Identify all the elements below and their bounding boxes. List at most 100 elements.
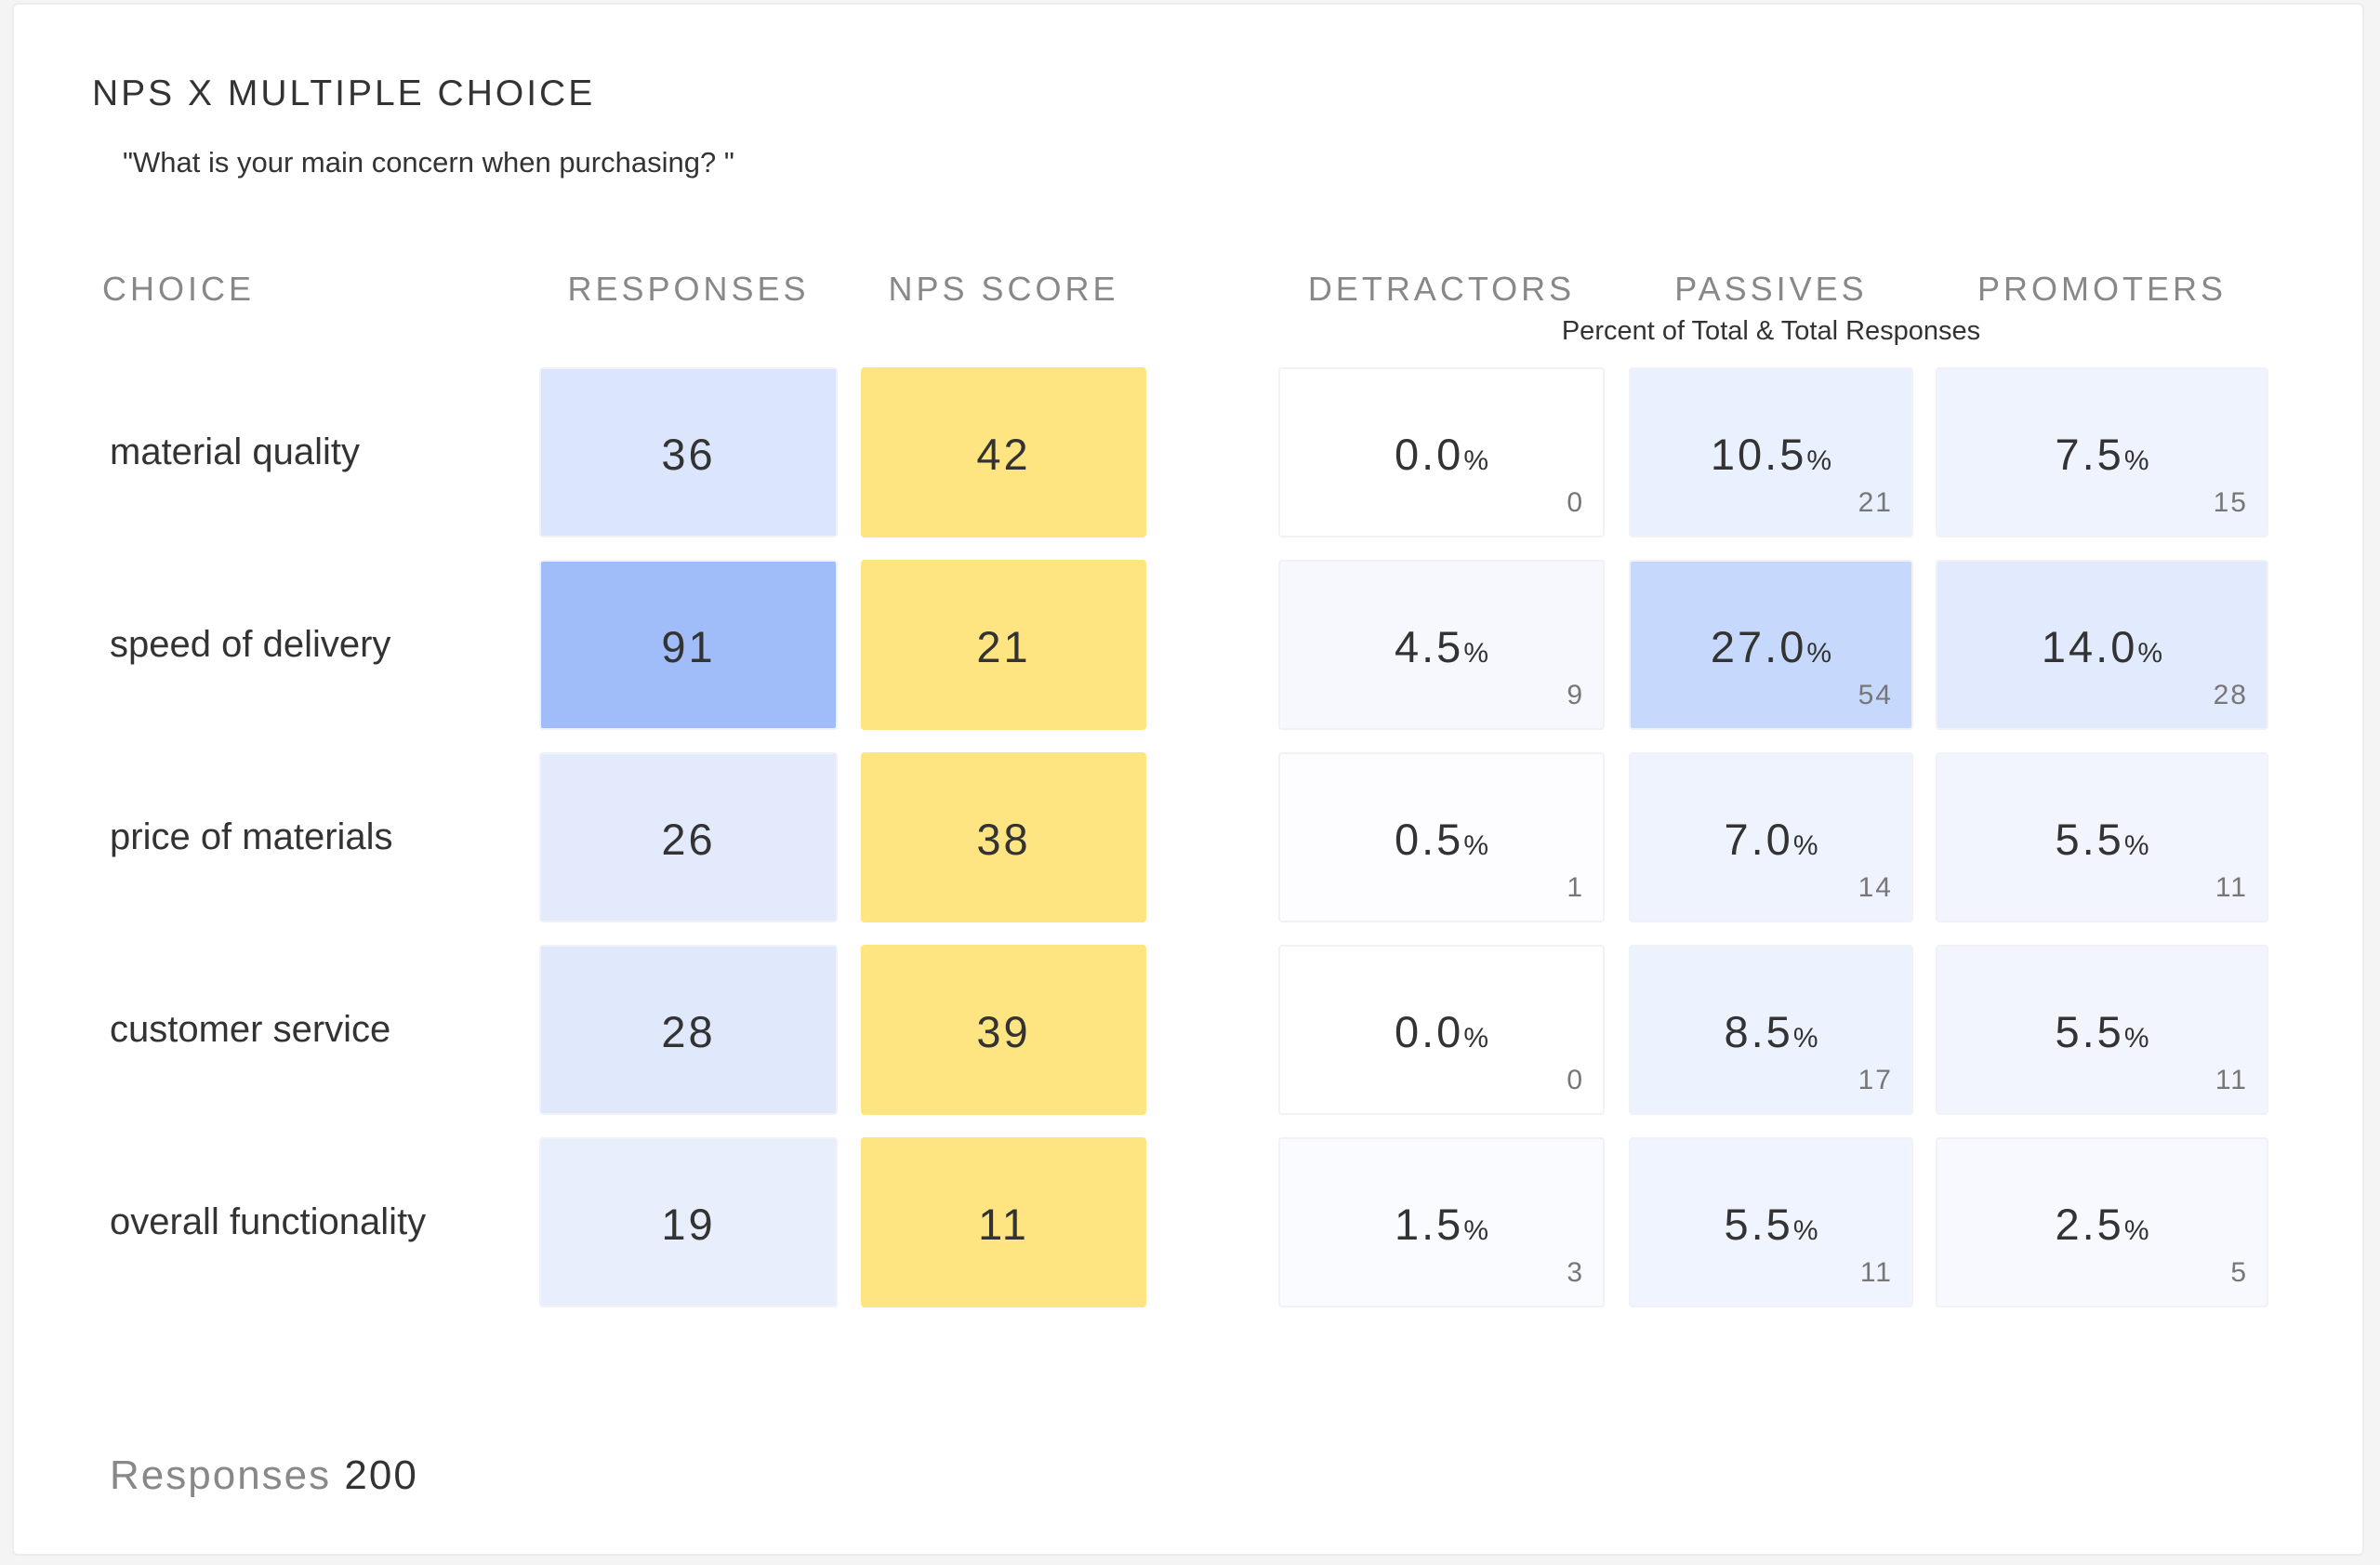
percent-sign: % (2137, 638, 2163, 669)
promoters-cell: 5.5% 11 (1936, 752, 2268, 922)
detractors-count: 0 (1567, 1065, 1584, 1095)
percent-sign: % (1463, 445, 1489, 476)
detractors-cell: 4.5% 9 (1278, 560, 1605, 730)
passives-count: 14 (1858, 872, 1893, 903)
passives-percent: 7.0% (1631, 754, 1911, 931)
detractors-cell: 0.0% 0 (1278, 367, 1605, 537)
choice-label: material quality (110, 431, 361, 472)
promoters-count: 28 (2213, 680, 2248, 710)
detractors-percent: 0.5% (1280, 754, 1603, 931)
promoters-percent: 5.5% (1937, 754, 2267, 931)
total-responses-value: 200 (344, 1452, 418, 1498)
promoters-percent: 2.5% (1937, 1139, 2267, 1316)
detractors-percent: 1.5% (1280, 1139, 1603, 1316)
header-choice: CHOICE (102, 270, 256, 308)
responses-cell: 26 (539, 752, 838, 922)
passives-cell: 5.5% 11 (1629, 1137, 1913, 1307)
passives-percent-value: 5.5 (1724, 1200, 1793, 1249)
total-responses-label: Responses (110, 1452, 332, 1498)
responses-cell: 19 (539, 1137, 838, 1307)
percent-sign: % (1806, 445, 1832, 476)
percent-sign: % (2123, 1215, 2149, 1246)
responses-cell: 28 (539, 945, 838, 1115)
responses-value: 19 (661, 1200, 716, 1249)
header-nps-score: NPS SCORE (888, 270, 1119, 308)
nps-score-cell: 11 (861, 1137, 1146, 1307)
passives-count: 54 (1858, 680, 1893, 710)
passives-count: 17 (1858, 1065, 1893, 1095)
detractors-count: 9 (1567, 680, 1584, 710)
promoters-count: 11 (2215, 1065, 2248, 1095)
total-responses: Responses 200 (110, 1452, 418, 1499)
percent-sign: % (2123, 830, 2149, 861)
percent-sign: % (1463, 638, 1489, 669)
passives-percent: 27.0% (1631, 562, 1911, 738)
passives-percent: 10.5% (1631, 369, 1911, 546)
detractors-percent-value: 1.5 (1394, 1200, 1464, 1249)
promoters-percent: 7.5% (1937, 369, 2267, 546)
passives-count: 11 (1859, 1257, 1893, 1288)
promoters-percent-value: 2.5 (2055, 1200, 2124, 1249)
promoters-percent: 5.5% (1937, 947, 2267, 1123)
nps-score-value: 11 (978, 1200, 1029, 1249)
detractors-percent: 0.0% (1280, 947, 1603, 1123)
percent-sign: % (1463, 1215, 1489, 1246)
percent-sign: % (1792, 1023, 1818, 1054)
header-detractors: DETRACTORS (1307, 270, 1576, 308)
detractors-percent: 4.5% (1280, 562, 1603, 738)
detractors-percent-value: 0.0 (1394, 430, 1464, 479)
nps-score-cell: 21 (861, 560, 1146, 730)
detractors-cell: 0.5% 1 (1278, 752, 1605, 922)
promoters-percent-value: 7.5 (2055, 430, 2124, 479)
nps-score-value: 39 (976, 1007, 1031, 1056)
promoters-percent: 14.0% (1937, 562, 2267, 738)
passives-cell: 27.0% 54 (1629, 560, 1913, 730)
promoters-count: 11 (2215, 872, 2248, 903)
passives-cell: 10.5% 21 (1629, 367, 1913, 537)
nps-score-cell: 39 (861, 945, 1146, 1115)
responses-cell: 36 (539, 367, 838, 537)
responses-value: 26 (661, 815, 716, 864)
percent-sign: % (1792, 1215, 1818, 1246)
percent-sign: % (2123, 445, 2149, 476)
percent-sign: % (1463, 1023, 1489, 1054)
nps-score-value: 21 (976, 622, 1031, 671)
promoters-count: 5 (2230, 1257, 2248, 1288)
promoters-cell: 14.0% 28 (1936, 560, 2268, 730)
detractors-cell: 0.0% 0 (1278, 945, 1605, 1115)
detractors-percent-value: 4.5 (1394, 622, 1464, 671)
passives-cell: 7.0% 14 (1629, 752, 1913, 922)
passives-cell: 8.5% 17 (1629, 945, 1913, 1115)
header-responses: RESPONSES (567, 270, 810, 308)
nps-score-value: 38 (976, 815, 1031, 864)
choice-label: customer service (110, 1009, 391, 1050)
card-title: NPS X MULTIPLE CHOICE (92, 73, 596, 113)
detractors-count: 0 (1567, 487, 1584, 518)
detractors-percent-value: 0.0 (1394, 1007, 1464, 1056)
promoters-cell: 2.5% 5 (1936, 1137, 2268, 1307)
nps-score-cell: 38 (861, 752, 1146, 922)
percent-sign: % (1463, 830, 1489, 861)
promoters-count: 15 (2213, 487, 2248, 518)
header-passives: PASSIVES (1674, 270, 1868, 308)
promoters-percent-value: 5.5 (2055, 815, 2124, 864)
choice-label: speed of delivery (110, 624, 391, 665)
nps-score-cell: 42 (861, 367, 1146, 537)
detractors-count: 3 (1567, 1257, 1584, 1288)
nps-score-value: 42 (976, 430, 1031, 479)
passives-percent-value: 27.0 (1710, 622, 1807, 671)
passives-count: 21 (1858, 487, 1893, 518)
choice-label: overall functionality (110, 1201, 427, 1242)
promoters-percent-value: 5.5 (2055, 1007, 2124, 1056)
responses-value: 91 (661, 622, 716, 671)
detractors-percent: 0.0% (1280, 369, 1603, 546)
detractors-cell: 1.5% 3 (1278, 1137, 1605, 1307)
percent-sign: % (2123, 1023, 2149, 1054)
detractors-percent-value: 0.5 (1394, 815, 1464, 864)
percent-sign: % (1792, 830, 1818, 861)
passives-percent-value: 7.0 (1724, 815, 1793, 864)
question-text: "What is your main concern when purchasi… (123, 146, 734, 179)
detractors-count: 1 (1567, 872, 1584, 903)
responses-value: 36 (661, 430, 716, 479)
responses-cell: 91 (539, 560, 838, 730)
